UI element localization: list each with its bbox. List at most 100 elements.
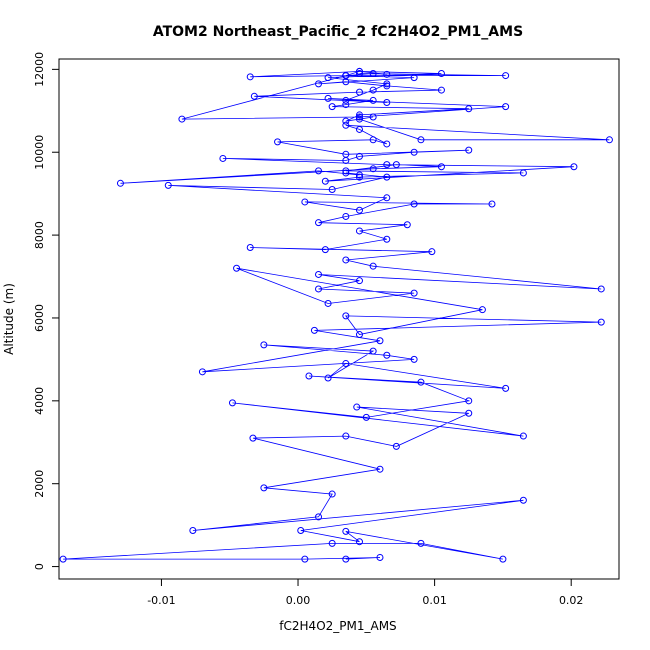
data-point <box>605 136 613 144</box>
y-tick-label: 2000 <box>33 470 46 498</box>
data-point <box>321 246 329 254</box>
data-point <box>355 227 363 235</box>
data-point <box>369 113 377 121</box>
data-point <box>315 167 323 175</box>
data-point <box>376 465 384 473</box>
y-tick-label: 8000 <box>33 221 46 249</box>
chart-title: ATOM2 Northeast_Pacific_2 fC2H4O2_PM1_AM… <box>153 24 523 40</box>
y-axis: 0 2000 4000 6000 8000 10000 12000 <box>33 52 60 570</box>
data-point <box>328 490 336 498</box>
data-point <box>355 115 363 123</box>
data-point <box>383 82 391 90</box>
data-point <box>376 337 384 345</box>
data-point <box>383 161 391 169</box>
data-point <box>369 347 377 355</box>
data-point <box>355 277 363 285</box>
data-point <box>246 73 254 81</box>
data-point <box>355 206 363 214</box>
data-point <box>246 244 254 252</box>
data-point <box>355 173 363 181</box>
x-tick-label: 0.00 <box>286 594 311 607</box>
data-point <box>355 67 363 75</box>
data-point <box>417 539 425 547</box>
data-point <box>249 434 257 442</box>
plot-area-frame <box>58 58 620 580</box>
data-point <box>301 555 309 563</box>
data-point <box>342 527 350 535</box>
x-tick-label: 0.02 <box>559 594 584 607</box>
data-point <box>369 165 377 173</box>
data-point <box>342 101 350 109</box>
data-point <box>410 289 418 297</box>
data-point <box>297 527 305 535</box>
data-point <box>233 264 241 272</box>
data-point <box>342 212 350 220</box>
y-tick-label: 12000 <box>33 52 46 87</box>
data-point <box>355 113 363 121</box>
data-point <box>315 285 323 293</box>
data-point <box>355 88 363 96</box>
data-point <box>355 171 363 179</box>
data-point <box>465 397 473 405</box>
x-axis-label: fC2H4O2_PM1_AMS <box>279 619 396 633</box>
data-point <box>116 179 124 187</box>
data-point <box>310 326 318 334</box>
data-point <box>189 527 197 535</box>
data-point <box>324 374 332 382</box>
data-point <box>274 138 282 146</box>
data-point <box>519 169 527 177</box>
data-point <box>519 496 527 504</box>
data-point <box>417 136 425 144</box>
y-axis-label: Altitude (m) <box>2 283 16 355</box>
data-point <box>321 177 329 185</box>
data-point <box>369 70 377 78</box>
data-point <box>383 140 391 148</box>
y-tick-label: 4000 <box>33 387 46 415</box>
x-axis: -0.01 0.00 0.01 0.02 <box>147 578 584 607</box>
data-point <box>410 148 418 156</box>
data-point <box>324 74 332 82</box>
data-point <box>301 198 309 206</box>
x-tick-label: 0.01 <box>422 594 447 607</box>
data-point <box>437 163 445 171</box>
data-point <box>392 161 400 169</box>
data-point <box>369 96 377 104</box>
data-point <box>198 368 206 376</box>
data-point <box>383 235 391 243</box>
data-point <box>478 306 486 314</box>
data-point <box>342 150 350 158</box>
data-point <box>342 117 350 125</box>
data-point <box>437 70 445 78</box>
data-point <box>342 555 350 563</box>
data-point <box>305 372 313 380</box>
data-point <box>383 194 391 202</box>
data-point <box>178 115 186 123</box>
data-point <box>597 285 605 293</box>
data-point <box>342 256 350 264</box>
data-point <box>502 384 510 392</box>
data-point <box>383 80 391 88</box>
data-point <box>519 432 527 440</box>
data-point <box>315 270 323 278</box>
data-point <box>342 96 350 104</box>
data-point <box>260 484 268 492</box>
data-point <box>502 103 510 111</box>
data-point <box>417 378 425 386</box>
data-point <box>499 555 507 563</box>
data-point <box>260 341 268 349</box>
data-point <box>315 219 323 227</box>
data-point <box>410 74 418 82</box>
data-point <box>376 553 384 561</box>
data-point <box>219 154 227 162</box>
data-point <box>465 105 473 113</box>
data-point <box>502 72 510 80</box>
data-point <box>437 86 445 94</box>
data-point <box>383 99 391 107</box>
data-point <box>228 399 236 407</box>
y-tick-label: 0 <box>33 563 46 570</box>
data-point <box>465 409 473 417</box>
data-point <box>355 125 363 133</box>
data-point <box>355 70 363 78</box>
data-point <box>328 186 336 194</box>
